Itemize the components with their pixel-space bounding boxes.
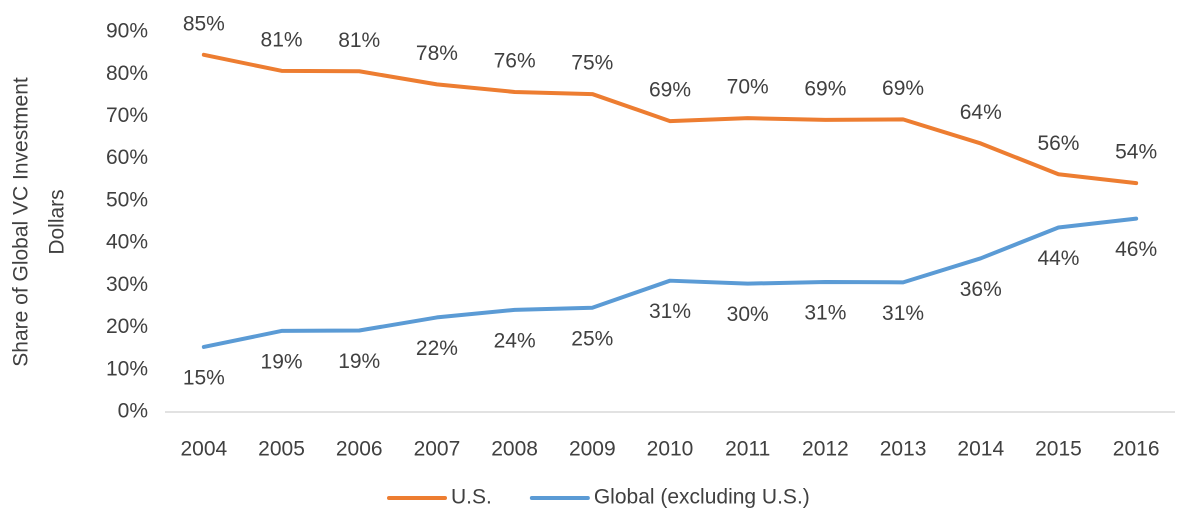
legend-label: Global (excluding U.S.) [594,486,810,509]
data-label: 36% [960,278,1002,301]
data-label: 69% [649,79,691,102]
data-label: 64% [960,101,1002,124]
data-label: 70% [727,76,769,99]
data-label: 22% [416,337,458,360]
x-tick-label: 2006 [336,438,383,461]
data-label: 46% [1115,238,1157,261]
x-tick-label: 2004 [180,438,227,461]
y-tick-label: 60% [106,146,148,169]
data-label: 75% [571,52,613,75]
series-line [201,216,1139,349]
data-label: 85% [183,12,225,35]
y-tick-label: 30% [106,273,148,296]
y-tick-label: 0% [118,400,148,423]
x-tick-label: 2009 [569,438,616,461]
x-tick-label: 2016 [1113,438,1160,461]
x-tick-label: 2007 [414,438,461,461]
y-tick-label: 90% [106,20,148,43]
data-label: 31% [882,302,924,325]
data-label: 69% [804,77,846,100]
series-line [201,52,1139,186]
y-tick-label: 50% [106,188,148,211]
x-tick-label: 2008 [491,438,538,461]
data-label: 19% [338,350,380,373]
data-label: 56% [1037,132,1079,155]
y-tick-label: 40% [106,231,148,254]
data-label: 31% [649,300,691,323]
data-label: 44% [1037,247,1079,270]
data-label: 81% [338,29,380,52]
y-axis-title: Share of Global VC Investment Dollars [10,77,69,367]
x-tick-label: 2011 [725,438,770,461]
data-label: 81% [261,28,303,51]
y-tick-label: 10% [106,357,148,380]
x-tick-label: 2014 [957,438,1004,461]
data-label: 19% [261,350,303,373]
x-tick-label: 2013 [880,438,927,461]
y-axis-title-line: Dollars [46,189,69,254]
x-tick-label: 2015 [1035,438,1082,461]
data-label: 25% [571,327,613,350]
legend-label: U.S. [451,486,492,509]
data-label: 24% [494,329,536,352]
data-label: 78% [416,42,458,65]
data-label: 30% [727,303,769,326]
x-tick-label: 2005 [258,438,305,461]
y-axis-title-line: Share of Global VC Investment [10,77,33,367]
data-label: 15% [183,367,225,390]
x-tick-label: 2010 [647,438,694,461]
data-label: 54% [1115,141,1157,164]
x-tick-label: 2012 [802,438,849,461]
y-tick-label: 80% [106,62,148,85]
y-tick-label: 70% [106,104,148,127]
data-label: 76% [494,50,536,73]
y-tick-label: 20% [106,315,148,338]
data-label: 69% [882,77,924,100]
data-label: 31% [804,302,846,325]
